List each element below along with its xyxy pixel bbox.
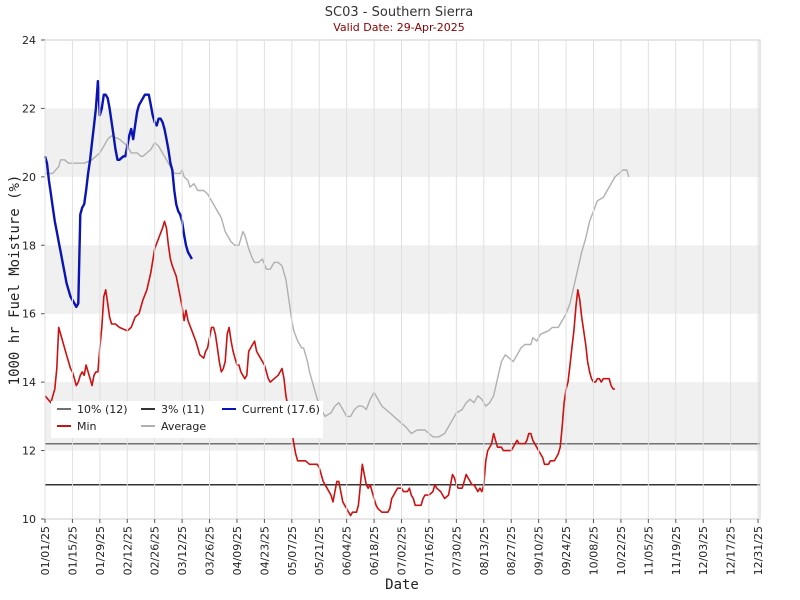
x-tick-label: 05/21/25 xyxy=(313,526,326,575)
x-tick-label: 06/04/25 xyxy=(341,526,354,575)
legend: 10% (12) 3% (11) Current (17.6) Min Average xyxy=(51,401,323,438)
y-tick-label: 24 xyxy=(22,34,36,47)
x-tick-label: 12/17/25 xyxy=(725,526,738,575)
y-axis-label: 1000 hr Fuel Moisture (%) xyxy=(7,175,23,386)
y-tick-label: 22 xyxy=(22,102,36,115)
x-tick-label: 03/12/25 xyxy=(176,526,189,575)
x-tick-label: 09/10/25 xyxy=(533,526,546,575)
x-tick-label: 11/05/25 xyxy=(642,526,655,575)
y-axis-ticks: 10 12 14 16 18 20 22 24 xyxy=(22,34,45,526)
legend-label: Min xyxy=(77,420,97,433)
x-tick-label: 10/22/25 xyxy=(615,526,628,575)
min-line xyxy=(44,220,615,517)
legend-box xyxy=(51,401,323,438)
x-tick-label: 10/08/25 xyxy=(587,526,600,575)
x-tick-label: 02/26/25 xyxy=(149,526,162,575)
y-tick-label: 10 xyxy=(22,513,36,526)
chart-subtitle: Valid Date: 29-Apr-2025 xyxy=(333,21,465,34)
x-tick-label: 01/01/25 xyxy=(39,526,52,575)
grid-band xyxy=(45,108,760,177)
x-tick-label: 01/15/25 xyxy=(66,526,79,575)
background-bands xyxy=(45,108,760,451)
legend-label: Current (17.6) xyxy=(242,403,320,416)
x-tick-label: 12/31/25 xyxy=(752,526,765,575)
legend-label: 10% (12) xyxy=(77,403,128,416)
x-tick-label: 08/13/25 xyxy=(478,526,491,575)
x-tick-label: 11/19/25 xyxy=(670,526,683,575)
x-tick-label: 08/27/25 xyxy=(505,526,518,575)
legend-label: 3% (11) xyxy=(161,403,205,416)
x-tick-label: 04/09/25 xyxy=(231,526,244,575)
x-tick-label: 07/16/25 xyxy=(423,526,436,575)
x-axis-label: Date xyxy=(385,577,419,593)
x-tick-label: 07/30/25 xyxy=(450,526,463,575)
x-tick-label: 01/29/25 xyxy=(94,526,107,575)
y-tick-label: 20 xyxy=(22,171,36,184)
x-tick-label: 05/07/25 xyxy=(286,526,299,575)
current-line xyxy=(43,79,193,309)
y-tick-label: 18 xyxy=(22,239,36,252)
x-tick-label: 02/12/25 xyxy=(121,526,134,575)
grid-band xyxy=(45,245,760,314)
x-tick-label: 12/03/25 xyxy=(697,526,710,575)
x-tick-label: 07/02/25 xyxy=(396,526,409,575)
chart-title: SC03 - Southern Sierra xyxy=(325,5,473,20)
y-tick-label: 14 xyxy=(22,376,36,389)
x-axis-ticks: 01/01/25 01/15/25 01/29/25 02/12/25 02/26/25… xyxy=(39,40,765,575)
x-tick-label: 06/18/25 xyxy=(368,526,381,575)
percentile-lines xyxy=(45,442,760,486)
x-tick-label: 04/23/25 xyxy=(258,526,271,575)
y-tick-label: 12 xyxy=(22,445,36,458)
y-tick-label: 16 xyxy=(22,308,36,321)
x-tick-label: 09/24/25 xyxy=(560,526,573,575)
legend-label: Average xyxy=(161,420,206,433)
x-tick-label: 03/26/25 xyxy=(204,526,217,575)
